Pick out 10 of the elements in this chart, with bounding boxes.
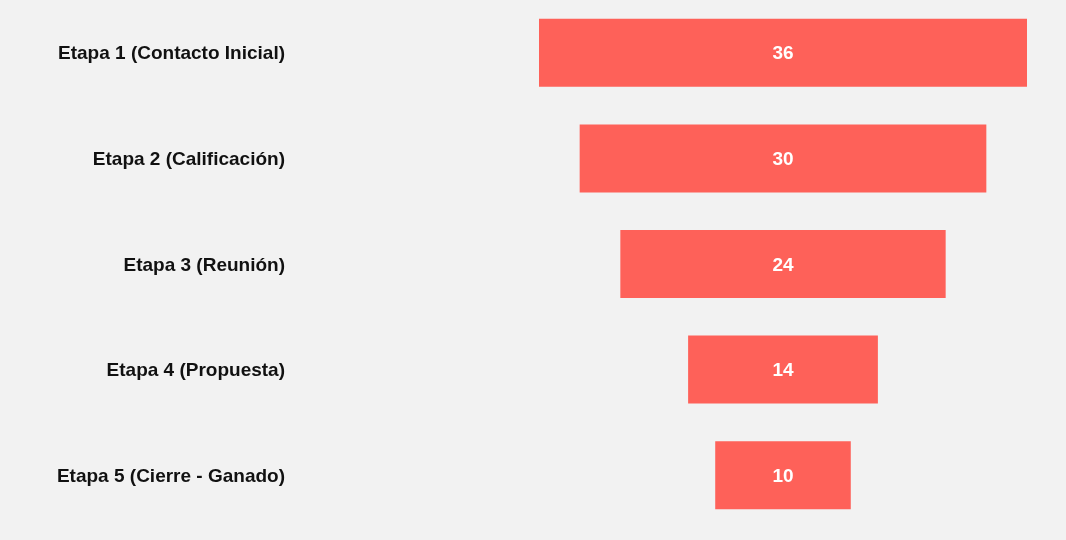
data-label: 36 [772, 42, 794, 64]
category-label: Etapa 1 (Contacto Inicial) [58, 42, 285, 64]
category-label: Etapa 3 (Reunión) [123, 253, 285, 275]
category-label: Etapa 5 (Cierre - Ganado) [56, 464, 285, 486]
data-label: 10 [772, 464, 794, 486]
data-label: 30 [772, 147, 794, 169]
category-label: Etapa 2 (Calificación) [92, 147, 285, 169]
category-label: Etapa 4 (Propuesta) [106, 359, 285, 381]
data-label: 14 [772, 359, 794, 381]
data-label: 24 [772, 253, 794, 275]
